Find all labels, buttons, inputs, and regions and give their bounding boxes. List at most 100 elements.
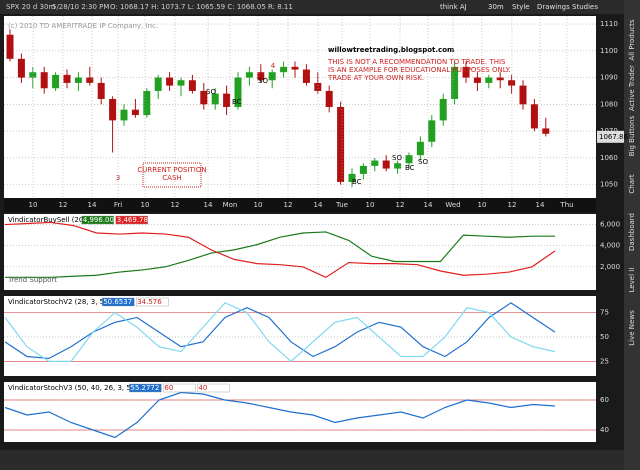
sidebar-tab[interactable]: Active Trader [628, 65, 636, 111]
x-tick-label: 10 [478, 201, 487, 209]
candle-body [120, 109, 128, 121]
readout: 55.2772 [130, 384, 159, 392]
sidebar-tab[interactable]: Big Buttons [628, 115, 636, 156]
x-tick-label: Mon [223, 201, 238, 209]
readout: 34.576 [137, 298, 162, 306]
x-tick-label: 10 [29, 201, 38, 209]
signal: SO [258, 77, 268, 85]
disclaimer: IS AN EXAMPLE FOR EDUCATIONAL PURPOSES O… [328, 66, 511, 74]
toolbar-user[interactable]: think AJ [440, 3, 467, 11]
time-axis [4, 198, 596, 212]
x-tick-label: 14 [424, 201, 433, 209]
candle-body [40, 72, 48, 89]
y-tick-label: 60 [600, 396, 609, 404]
candle-body [496, 77, 504, 81]
candle-body [223, 93, 231, 107]
candle-body [234, 77, 242, 107]
sidebar-tab[interactable]: Chart [628, 174, 636, 193]
x-tick-label: 10 [141, 201, 150, 209]
candle-body [359, 165, 367, 174]
y-tick-label: 40 [600, 426, 609, 434]
signal: BC [405, 164, 415, 172]
x-tick-label: 10 [254, 201, 263, 209]
candle-body [371, 160, 379, 166]
candle-body [177, 80, 185, 86]
sidebar-tab[interactable]: All Products [628, 19, 636, 60]
readout-box [129, 383, 162, 393]
sidebar-tab[interactable]: Dashboard [628, 213, 636, 251]
y-tick-label: 75 [600, 309, 609, 317]
panel-title: VindicatorStochV3 (50, 40, 26, 3, 5) [8, 384, 134, 392]
y-tick-label: 1050 [600, 181, 618, 189]
price-panel [4, 16, 596, 198]
candle-body [268, 72, 276, 81]
candle-body [416, 141, 424, 156]
signal: BC [232, 98, 242, 106]
sidebar [624, 0, 640, 470]
position-note: CASH [162, 174, 181, 182]
toolbar-period[interactable]: 30m [488, 3, 504, 11]
y-tick-label: 4,000 [600, 242, 620, 250]
candle-body [97, 82, 105, 99]
candle-body [257, 72, 265, 81]
candle-body [63, 74, 71, 83]
candle-body [86, 77, 94, 83]
y-tick-label: 1100 [600, 47, 618, 55]
y-tick-label: 1090 [600, 74, 618, 82]
candle-body [166, 77, 174, 86]
candle-body [109, 98, 117, 121]
site: willowtreetrading.blogspot.com [328, 46, 454, 54]
signal: SO [418, 158, 428, 166]
sidebar-tab[interactable]: Level II [628, 268, 636, 293]
y-tick-label: 6,000 [600, 221, 620, 229]
candle-body [325, 90, 333, 107]
candle-body [280, 66, 288, 73]
copyright: (c) 2010 TD AMERITRADE IP Company, Inc. [8, 22, 158, 30]
candle-body [291, 66, 299, 70]
candle-body [508, 80, 516, 86]
candle-body [428, 120, 436, 142]
toolbar-style[interactable]: Style [512, 3, 530, 11]
x-tick-label: Tue [335, 201, 348, 209]
toolbar-drawings[interactable]: Drawings [537, 3, 570, 11]
sidebar-tab[interactable]: Live News [628, 310, 636, 346]
y-tick-label: 1110 [600, 20, 618, 28]
last-price: 1067.86 [599, 133, 628, 141]
y-tick-label: 1060 [600, 154, 618, 162]
candle-body [451, 66, 459, 99]
readout: 60 [164, 384, 173, 392]
x-tick-label: Wed [445, 201, 460, 209]
candle-body [394, 163, 402, 169]
toolbar-studies[interactable]: Studies [572, 3, 598, 11]
x-tick-label: 12 [508, 201, 517, 209]
candle-body [314, 82, 322, 91]
signal: SO [206, 88, 216, 96]
indicator-line [4, 221, 556, 279]
candle-body [6, 34, 14, 59]
candle-body [131, 109, 139, 116]
position-box [142, 162, 202, 188]
candle-body [405, 155, 413, 164]
y-tick-label: 2,000 [600, 263, 620, 271]
indicator-panel [4, 214, 596, 290]
panel-note: Trend Support [7, 276, 57, 284]
candle-body [337, 107, 345, 182]
x-tick-label: 12 [59, 201, 68, 209]
candle-body [462, 66, 470, 78]
candle-body [302, 69, 310, 83]
candle-body [188, 80, 196, 91]
disclaimer: TRADE AT YOUR OWN RISK. [327, 74, 424, 82]
x-tick-label: 12 [171, 201, 180, 209]
symbol[interactable]: SPX 20 d 30m [6, 3, 55, 11]
candle-body [519, 85, 527, 105]
candle-body [473, 77, 481, 83]
candle-body [542, 128, 550, 134]
indicator-panel [4, 382, 596, 442]
x-tick-label: 14 [204, 201, 213, 209]
last-price-tag [597, 130, 624, 143]
x-tick-label: Fri [114, 201, 122, 209]
candle-body [200, 90, 208, 105]
position-note: CURRENT POSITION [137, 166, 206, 174]
